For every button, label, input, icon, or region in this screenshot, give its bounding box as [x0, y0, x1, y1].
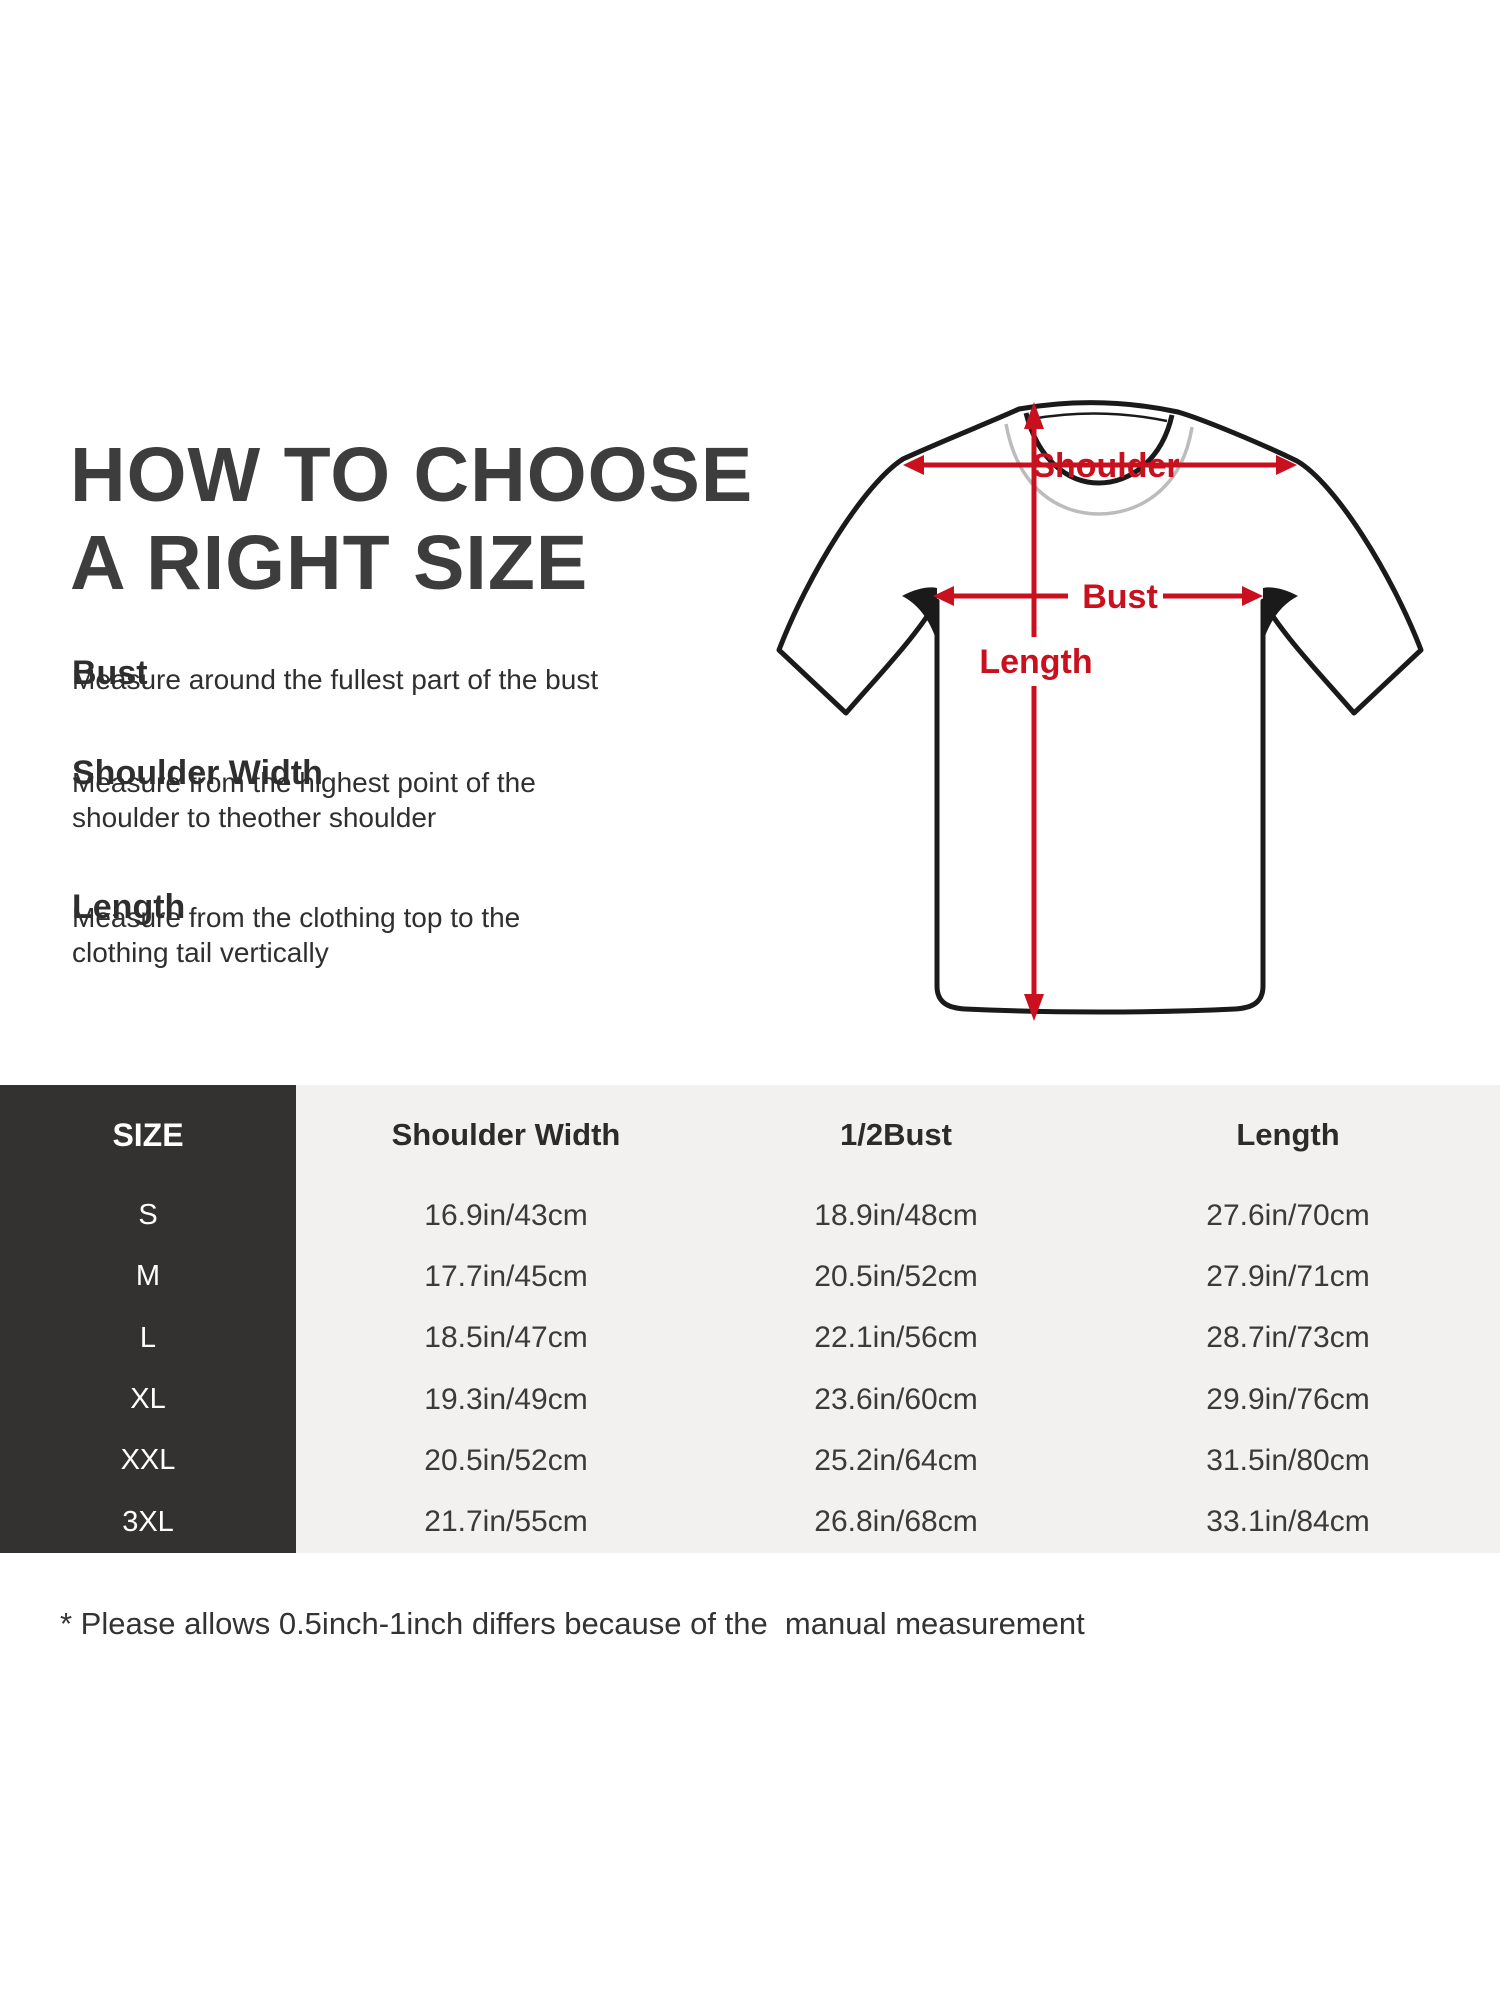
size-table-grid: SIZE Shoulder Width 1/2Bust Length S 16.… [0, 1085, 1500, 1553]
bust-section-heading: Bust [72, 654, 148, 693]
length-arrowhead-down [1024, 994, 1044, 1021]
row-m-shoulder-width: 17.7in/45cm [424, 1259, 588, 1293]
length-text-line2: clothing tail vertically [72, 937, 329, 968]
row-xxl-size-label: XXL [120, 1444, 176, 1477]
row-xl-half-bust: 23.6in/60cm [814, 1382, 978, 1416]
row-xxl-shoulder-width: 20.5in/52cm [424, 1443, 588, 1477]
length-section-heading: Length [72, 888, 186, 927]
shoulder-width-section-text: Measure from the highest point of the sh… [72, 765, 536, 835]
table-panel-background [296, 1085, 1500, 1553]
size-table: SIZE Shoulder Width 1/2Bust Length S 16.… [0, 1085, 1500, 1553]
row-3xl-half-bust: 26.8in/68cm [814, 1505, 978, 1539]
header-cell-shoulder-width: Shoulder Width [391, 1117, 621, 1152]
row-l-length: 28.7in/73cm [1206, 1321, 1370, 1355]
collar-shadow [1004, 423, 1194, 516]
row-s-shoulder-width: 16.9in/43cm [424, 1198, 588, 1232]
collar-band-line [1030, 412, 1168, 423]
bust-arrowhead-right [1242, 586, 1263, 606]
row-s-length: 27.6in/70cm [1206, 1198, 1370, 1232]
row-l-half-bust: 22.1in/56cm [814, 1321, 978, 1355]
length-arrowhead-up [1024, 402, 1044, 429]
shoulder-arrowhead-right [1276, 455, 1297, 475]
shoulder-text-line2: shoulder to theother shoulder [72, 802, 437, 833]
row-3xl-shoulder-width: 21.7in/55cm [424, 1505, 588, 1539]
row-l-size-label: L [139, 1321, 157, 1354]
row-s-half-bust: 18.9in/48cm [814, 1198, 978, 1232]
length-label: Length [979, 643, 1092, 681]
size-column-background [0, 1085, 296, 1553]
shoulder-label: Shoulder [1032, 447, 1179, 485]
left-underarm-shade [902, 587, 937, 642]
row-xl-size-label: XL [130, 1383, 166, 1416]
row-m-length: 27.9in/71cm [1206, 1259, 1370, 1293]
shoulder-arrowhead-left [903, 455, 924, 475]
length-text-line1: Measure from the clothing top to the [72, 902, 521, 933]
bust-label: Bust [1082, 578, 1158, 616]
row-3xl-length: 33.1in/84cm [1206, 1505, 1370, 1539]
bust-section-text: Measure around the fullest part of the b… [72, 662, 598, 697]
header-cell-half-bust: 1/2Bust [840, 1117, 952, 1152]
page-title: HOW TO CHOOSE A RIGHT SIZE [70, 431, 753, 607]
row-3xl-size-label: 3XL [122, 1505, 174, 1538]
row-xxl-half-bust: 25.2in/64cm [814, 1443, 978, 1477]
measurement-disclaimer: * Please allows 0.5inch-1inch differs be… [60, 1606, 1085, 1641]
bust-arrowhead-left [933, 586, 954, 606]
right-underarm-shade [1263, 587, 1298, 642]
length-section-text: Measure from the clothing top to the clo… [72, 900, 520, 970]
header-cell-length: Length [1236, 1117, 1340, 1152]
shoulder-text-line1: Measure from the highest point of the [72, 767, 536, 798]
row-xl-shoulder-width: 19.3in/49cm [424, 1382, 588, 1416]
row-xxl-length: 31.5in/80cm [1206, 1443, 1370, 1477]
row-xl-length: 29.9in/76cm [1206, 1382, 1370, 1416]
row-l-shoulder-width: 18.5in/47cm [424, 1321, 588, 1355]
shoulder-width-section-heading: Shoulder Width [72, 754, 323, 793]
row-m-half-bust: 20.5in/52cm [814, 1259, 978, 1293]
header-cell-size: SIZE [112, 1116, 184, 1153]
bust-text-line1: Measure around the fullest part of the b… [72, 664, 599, 695]
row-s-size-label: S [138, 1199, 158, 1232]
page-title-line2: A RIGHT SIZE [70, 519, 589, 606]
row-m-size-label: M [135, 1260, 161, 1293]
tshirt-outline [776, 400, 1424, 1015]
page-title-line1: HOW TO CHOOSE [70, 431, 754, 518]
